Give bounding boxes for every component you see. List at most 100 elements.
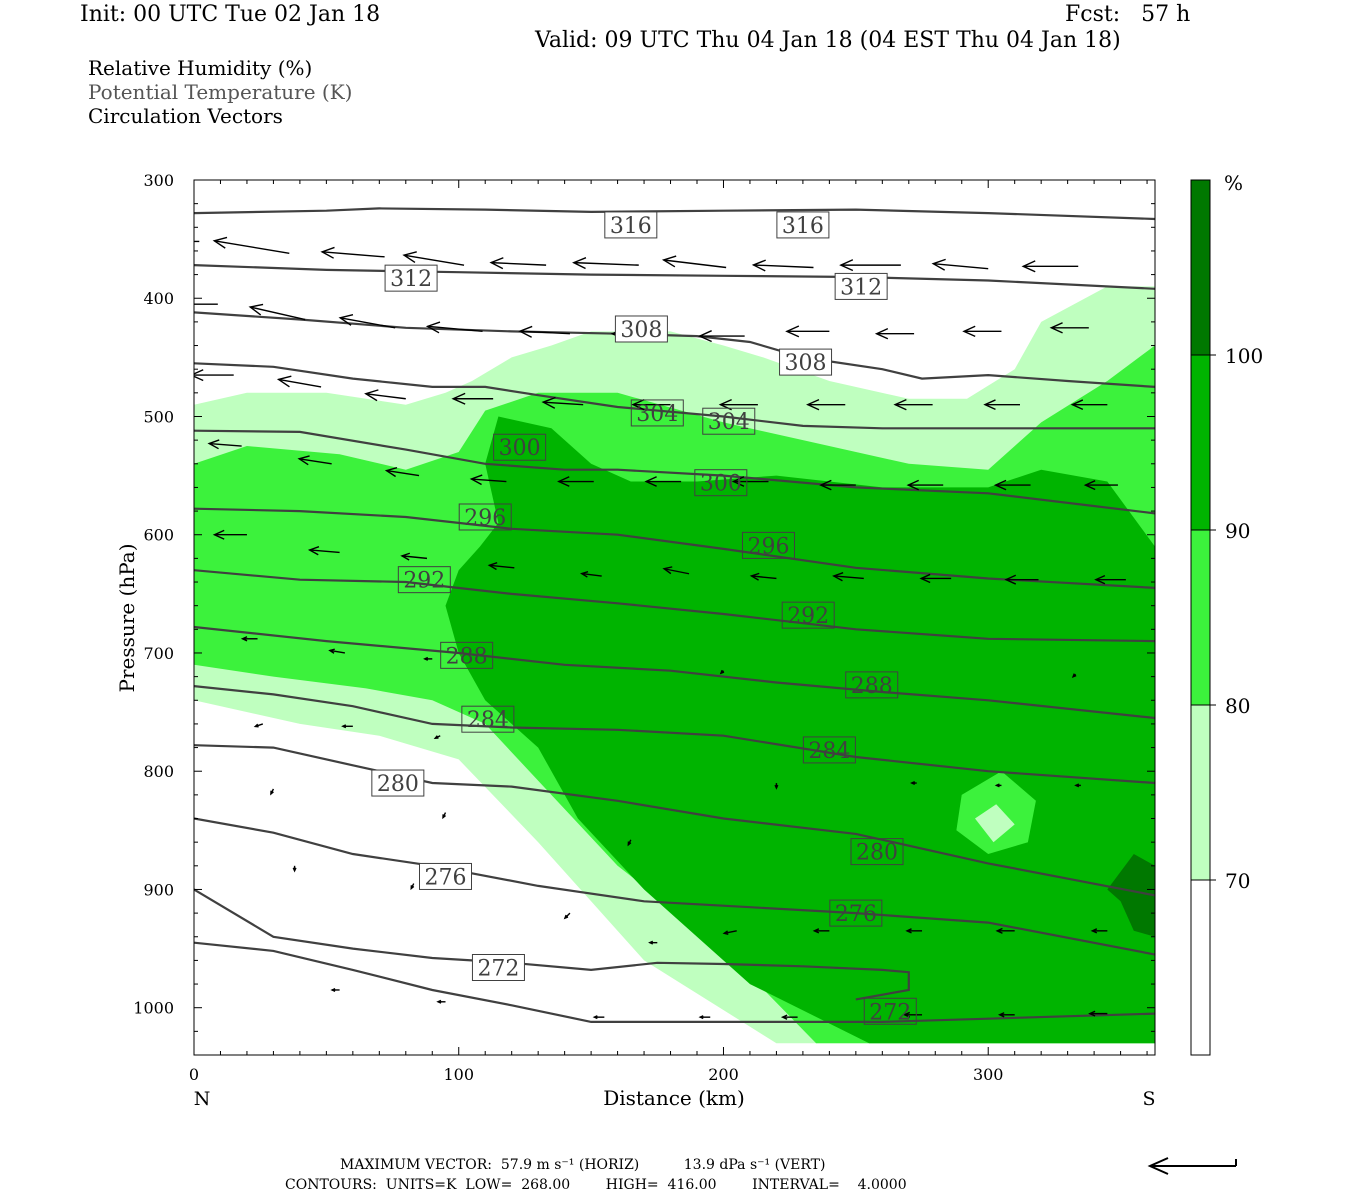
svg-text:316: 316 — [610, 214, 652, 239]
colorbar-label: 70 — [1225, 869, 1250, 893]
circulation-vector — [983, 399, 1020, 411]
x-axis-label: Distance (km) — [603, 1086, 745, 1110]
legend-vectors: Circulation Vectors — [88, 104, 283, 128]
circulation-vector — [253, 723, 264, 728]
circulation-vector — [631, 398, 671, 411]
svg-text:312: 312 — [840, 275, 882, 300]
circulation-vector — [402, 251, 465, 266]
circulation-vector — [697, 330, 745, 343]
circulation-vector — [436, 999, 446, 1004]
circulation-vector — [910, 781, 917, 786]
circulation-vector — [557, 476, 594, 487]
svg-text:292: 292 — [403, 569, 445, 594]
circulation-vector — [832, 572, 864, 582]
theta-contour-label: 316 — [776, 211, 830, 239]
circulation-vector — [993, 479, 1031, 491]
circulation-vector — [627, 839, 632, 847]
valid-time: Valid: 09 UTC Thu 04 Jan 18 (04 EST Thu … — [535, 28, 1121, 53]
svg-text:280: 280 — [377, 772, 419, 797]
svg-text:272: 272 — [869, 1000, 911, 1025]
circulation-vector — [749, 572, 777, 581]
forecast-hour: Fcst: 57 h — [1065, 2, 1191, 27]
circulation-vector — [425, 321, 483, 334]
circulation-vector — [410, 883, 415, 891]
x-tick-label: 200 — [708, 1065, 739, 1084]
theta-contour-label: 316 — [604, 211, 658, 239]
colorbar-label: 90 — [1225, 519, 1250, 543]
circulation-vector — [207, 439, 242, 450]
theta-contour-label: 284 — [802, 736, 856, 764]
circulation-vector — [341, 724, 353, 729]
circulation-vector — [248, 303, 306, 321]
svg-text:292: 292 — [787, 604, 829, 629]
colorbar-segment — [1191, 180, 1210, 355]
theta-contour-label: 296 — [741, 531, 795, 559]
svg-text:296: 296 — [464, 506, 506, 531]
svg-text:276: 276 — [425, 865, 467, 890]
legend-theta: Potential Temperature (K) — [88, 80, 353, 104]
circulation-vector — [893, 398, 933, 411]
circulation-vector — [194, 303, 218, 305]
theta-contour-label: 312 — [834, 272, 888, 300]
circulation-vector — [661, 255, 727, 269]
theta-contour-label: 296 — [458, 503, 512, 531]
circulation-vector — [806, 398, 846, 411]
circulation-vector — [731, 476, 769, 487]
circulation-vector — [489, 257, 547, 270]
circulation-vector — [292, 865, 297, 873]
svg-text:296: 296 — [747, 534, 789, 559]
contours-note: CONTOURS: UNITS=K LOW= 268.00 HIGH= 416.… — [285, 1177, 907, 1193]
circulation-vector — [648, 940, 658, 945]
theta-contour-label: 308 — [614, 315, 668, 343]
theta-contour-268 — [194, 941, 1155, 1023]
svg-text:284: 284 — [808, 739, 850, 764]
circulation-vector — [320, 246, 385, 259]
circulation-vector — [751, 259, 814, 272]
circulation-vector — [905, 928, 923, 934]
y-tick-label: 900 — [143, 880, 174, 899]
theta-contour-276 — [194, 817, 1155, 956]
circulation-vector — [1088, 1010, 1108, 1017]
svg-text:288: 288 — [851, 674, 893, 699]
y-tick-label: 300 — [143, 171, 174, 190]
circulation-vector — [423, 656, 433, 661]
circulation-vector — [572, 257, 639, 270]
colorbar-segment — [1191, 530, 1210, 705]
theta-contour-label: 272 — [471, 954, 525, 982]
theta-contour-label: 304 — [630, 399, 684, 427]
theta-contour-label: 276 — [829, 899, 883, 927]
theta-contour-312 — [194, 264, 1155, 290]
x-tick-label: 0 — [189, 1065, 199, 1084]
circulation-vector — [518, 325, 570, 338]
colorbar-segment — [1191, 355, 1210, 530]
svg-text:304: 304 — [708, 410, 750, 435]
circulation-vector — [839, 259, 901, 272]
svg-text:308: 308 — [620, 318, 662, 343]
legend-rh: Relative Humidity (%) — [88, 56, 313, 80]
circulation-vector — [592, 1015, 605, 1020]
circulation-vector — [469, 474, 507, 486]
theta-contour-272 — [194, 888, 910, 1001]
circulation-vector — [328, 648, 346, 654]
reference-vector-arrow-icon — [1147, 1157, 1237, 1175]
theta-contour-label: 272 — [863, 997, 917, 1025]
circulation-vector — [487, 562, 515, 571]
circulation-vector — [994, 783, 1002, 788]
circulation-vector — [1090, 928, 1108, 934]
south-label: S — [1142, 1088, 1155, 1110]
circulation-vector — [580, 570, 602, 578]
svg-text:284: 284 — [467, 708, 509, 733]
rh-region-90-100 — [445, 416, 1155, 1044]
svg-text:304: 304 — [636, 402, 678, 427]
circulation-vector — [1004, 574, 1039, 585]
theta-contour-label: 308 — [779, 348, 833, 376]
circulation-vector — [1070, 399, 1108, 411]
svg-text:300: 300 — [499, 436, 541, 461]
circulation-vector — [563, 912, 571, 920]
y-axis-label: Pressure (hPa) — [115, 544, 139, 693]
y-tick-label: 400 — [143, 289, 174, 308]
circulation-vector — [812, 928, 830, 934]
circulation-vector — [662, 566, 690, 575]
circulation-vector — [1049, 322, 1089, 334]
circulation-vector — [785, 325, 830, 338]
